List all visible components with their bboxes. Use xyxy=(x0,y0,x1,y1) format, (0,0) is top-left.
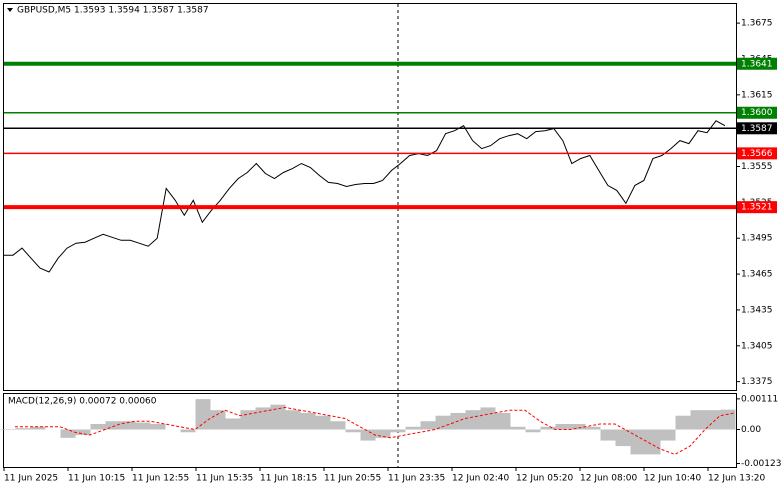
macd-bar xyxy=(390,429,406,433)
x-tick-label: 11 Jun 23:35 xyxy=(388,474,445,484)
macd-bar xyxy=(660,429,676,441)
level-label: 1.3600 xyxy=(741,108,773,118)
macd-bar xyxy=(690,410,706,430)
macd-bar xyxy=(585,426,601,430)
x-tick-label: 12 Jun 05:20 xyxy=(516,474,573,484)
macd-bar xyxy=(135,422,151,430)
macd-bar xyxy=(720,409,736,430)
macd-bar xyxy=(540,426,556,430)
x-tick-label: 12 Jun 02:40 xyxy=(452,474,509,484)
macd-bar xyxy=(645,429,661,455)
macd-bar xyxy=(105,421,121,430)
macd-bar xyxy=(345,429,361,433)
macd-bar xyxy=(405,426,421,430)
macd-bar xyxy=(90,423,106,430)
y-tick-label: 1.3375 xyxy=(741,377,773,387)
macd-bar xyxy=(330,421,346,430)
macd-bar xyxy=(570,423,586,430)
level-label: 1.3641 xyxy=(741,59,773,69)
macd-bar xyxy=(255,407,271,430)
menu-arrow xyxy=(7,8,13,12)
macd-bar xyxy=(480,407,496,430)
macd-bar xyxy=(510,426,526,430)
macd-bar xyxy=(555,423,571,430)
macd-signal xyxy=(15,406,736,455)
macd-bar xyxy=(150,423,166,430)
macd-bar xyxy=(0,428,16,430)
y-tick-label: 1.3675 xyxy=(741,19,773,29)
y-tick-label: 1.3615 xyxy=(741,90,773,100)
y2-tick-label: 0.00 xyxy=(741,425,761,435)
macd-bar xyxy=(30,426,46,430)
x-tick-label: 12 Jun 08:00 xyxy=(580,474,637,484)
macd-bar xyxy=(705,410,721,430)
macd-bar xyxy=(300,412,316,430)
macd-bar xyxy=(270,404,286,430)
macd-panel-border xyxy=(3,393,737,468)
y-tick-label: 1.3435 xyxy=(741,305,773,315)
macd-bar xyxy=(600,429,616,441)
x-tick-label: 11 Jun 18:15 xyxy=(260,474,317,484)
x-tick-label: 12 Jun 13:20 xyxy=(708,474,765,484)
macd-bar xyxy=(615,429,631,447)
level-label-box xyxy=(737,122,777,135)
macd-bar xyxy=(315,415,331,430)
x-tick-label: 11 Jun 15:35 xyxy=(196,474,253,484)
level-label-box xyxy=(737,57,777,70)
y2-tick-label: -0.00123 xyxy=(741,459,781,469)
y-tick-label: 1.3495 xyxy=(741,234,773,244)
macd-bar xyxy=(420,421,436,430)
macd-bar xyxy=(675,415,691,430)
macd-bar xyxy=(195,399,211,430)
macd-label: MACD(12,26,9) 0.00072 0.00060 xyxy=(8,397,157,407)
price-line xyxy=(4,120,726,273)
y2-tick-label: 0.00111 xyxy=(741,394,778,404)
x-tick-label: 11 Jun 20:55 xyxy=(324,474,381,484)
macd-bar xyxy=(465,410,481,430)
macd-bar xyxy=(495,412,511,430)
x-tick-label: 12 Jun 10:40 xyxy=(644,474,701,484)
level-label-box xyxy=(737,106,777,119)
x-tick-label: 11 Jun 2025 xyxy=(4,474,58,484)
level-label: 1.3566 xyxy=(741,149,773,159)
macd-bar xyxy=(180,429,196,433)
macd-bar xyxy=(15,428,31,430)
macd-bar xyxy=(285,410,301,430)
macd-bar xyxy=(525,429,541,433)
y-tick-label: 1.3405 xyxy=(741,341,773,351)
macd-bar xyxy=(210,410,226,430)
macd-bar xyxy=(60,429,76,438)
macd-bar xyxy=(225,418,241,430)
macd-bar xyxy=(75,429,91,436)
x-tick-label: 11 Jun 12:55 xyxy=(132,474,189,484)
chart-title: GBPUSD,M5 1.3593 1.3594 1.3587 1.3587 xyxy=(17,6,209,16)
macd-bar xyxy=(375,429,391,438)
macd-bar xyxy=(435,415,451,430)
y-tick-label: 1.3555 xyxy=(741,162,773,172)
y-tick-label: 1.3465 xyxy=(741,270,773,280)
level-label-box xyxy=(737,201,777,214)
x-tick-label: 11 Jun 10:15 xyxy=(68,474,125,484)
macd-bar xyxy=(360,429,376,441)
macd-bar xyxy=(240,410,256,430)
macd-bar xyxy=(630,429,646,455)
main-panel-border xyxy=(3,3,737,391)
macd-bar xyxy=(120,421,136,430)
level-label-box xyxy=(737,147,777,160)
level-label: 1.3587 xyxy=(741,124,773,134)
level-label: 1.3521 xyxy=(741,203,773,213)
